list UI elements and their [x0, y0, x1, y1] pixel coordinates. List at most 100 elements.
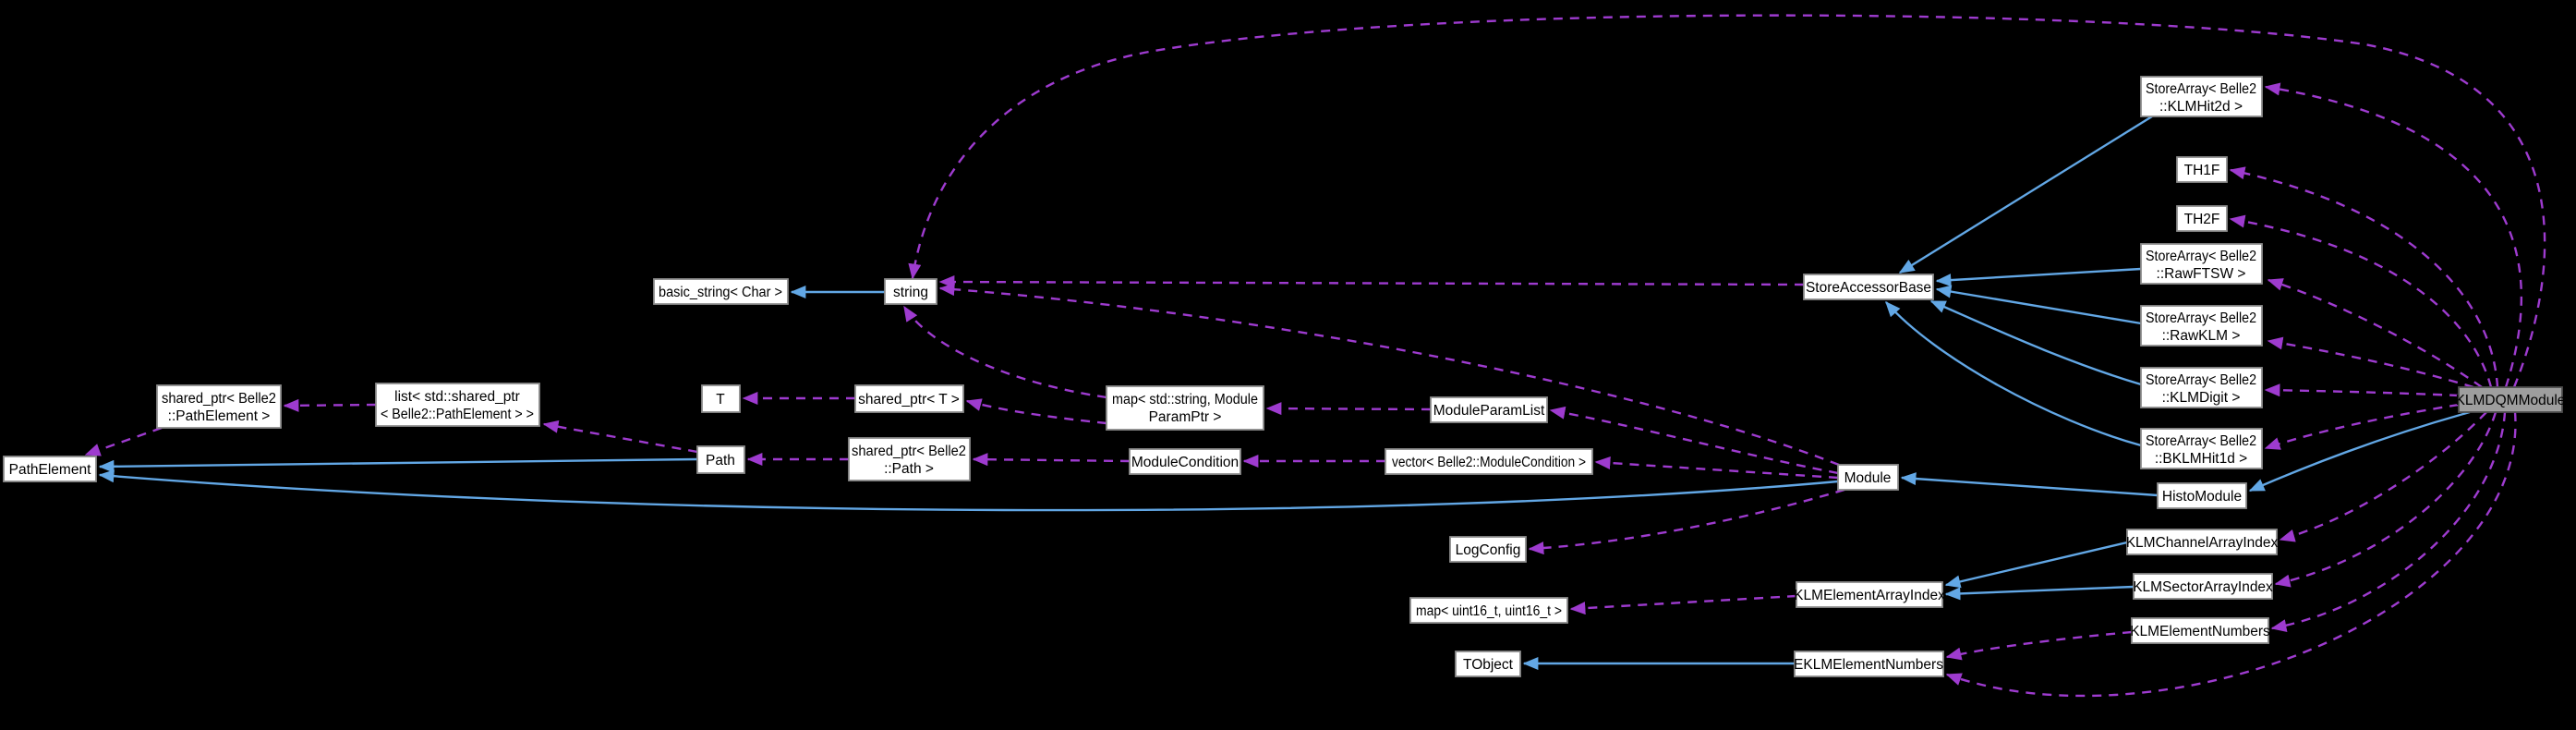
node-klmelementnumbers[interactable]: KLMElementNumbers: [2130, 617, 2270, 644]
node-list-shared-ptr-pathelement-line2: < Belle2::PathElement > >: [381, 407, 534, 422]
edge-klmdqmmodule-to-histomodule: [2248, 410, 2471, 493]
edge-storearray-bklmhit1d-to-storeaccessorbase: [1885, 300, 2142, 447]
node-t[interactable]: T: [701, 384, 741, 413]
node-map-string-moduleparamptr[interactable]: map< std::string, Module ParamPtr >: [1106, 385, 1264, 431]
node-storearray-rawftsw[interactable]: StoreArray< Belle2 ::RawFTSW >: [2140, 243, 2263, 285]
node-klmelementarrayindex-box: [1796, 581, 1943, 608]
node-basic-string[interactable]: basic_string< Char >: [653, 278, 789, 305]
edge-histomodule-to-module: [1900, 472, 2159, 497]
node-vector-modulecondition[interactable]: vector< Belle2::ModuleCondition >: [1385, 448, 1593, 475]
node-storearray-bklmhit1d[interactable]: StoreArray< Belle2 ::BKLMHit1d >: [2140, 428, 2263, 469]
edge-klmdqmmodule-to-th1f: [2229, 166, 2499, 388]
node-th2f[interactable]: TH2F: [2176, 205, 2228, 232]
node-path[interactable]: Path: [696, 445, 745, 474]
node-logconfig-box: [1449, 536, 1527, 563]
node-shared-ptr-path-box: [848, 437, 971, 481]
node-pathelement[interactable]: PathElement: [3, 456, 97, 482]
node-histomodule[interactable]: HistoModule: [2157, 482, 2247, 509]
edge-module-to-vector-modulecondition: [1594, 456, 1839, 480]
node-klmelementarrayindex-label: KLMElementArrayIndex: [1794, 588, 1945, 603]
node-pathelement-label: PathElement: [9, 462, 91, 478]
node-shared-ptr-pathelement-line1: shared_ptr< Belle2: [162, 391, 276, 407]
edge-modulecondition-to-shared-ptr-path: [972, 453, 1131, 467]
node-storearray-klmhit2d-box: [2140, 76, 2263, 117]
edge-klmdqmmodule-to-eklmelementnumbers: [1945, 411, 2517, 698]
node-shared-ptr-pathelement[interactable]: shared_ptr< Belle2 ::PathElement >: [156, 384, 282, 429]
node-th2f-label: TH2F: [2184, 212, 2220, 227]
node-klmdqmmodule[interactable]: KLMDQMModule: [2456, 386, 2566, 413]
node-shared-ptr-path-line2: ::Path >: [884, 461, 934, 477]
node-storearray-rawklm[interactable]: StoreArray< Belle2 ::RawKLM >: [2140, 305, 2263, 347]
edge-list-to-shared-ptr-pathelement: [283, 398, 377, 412]
node-klmdqmmodule-label: KLMDQMModule: [2456, 393, 2566, 408]
edge-map-moduleparamptr-to-shared-ptr-t: [965, 398, 1107, 425]
node-path-box: [696, 445, 745, 474]
node-storearray-rawftsw-box: [2140, 243, 2263, 285]
node-shared-ptr-path[interactable]: shared_ptr< Belle2 ::Path >: [848, 437, 971, 481]
edge-klmdqmmodule-to-th2f: [2229, 214, 2493, 388]
node-basic-string-box: [653, 278, 789, 305]
node-klmsectorarrayindex-box: [2133, 573, 2273, 600]
node-klmchannelarrayindex[interactable]: KLMChannelArrayIndex: [2126, 529, 2279, 555]
node-map-uint16-label: map< uint16_t, uint16_t >: [1416, 603, 1562, 619]
node-storearray-rawftsw-line1: StoreArray< Belle2: [2146, 249, 2256, 264]
node-t-label: T: [716, 392, 725, 408]
node-module-label: Module: [1844, 470, 1892, 486]
edge-klmdqmmodule-to-klmelementnumbers: [2270, 411, 2507, 633]
node-klmelementnumbers-label: KLMElementNumbers: [2130, 624, 2270, 639]
node-storearray-klmdigit-line1: StoreArray< Belle2: [2146, 372, 2256, 388]
node-vector-modulecondition-label: vector< Belle2::ModuleCondition >: [1392, 455, 1586, 470]
edge-storearray-rawftsw-to-storeaccessorbase: [1935, 267, 2142, 287]
node-shared-ptr-t-box: [854, 384, 964, 413]
edge-klmdqmmodule-to-storearray-rawklm: [2267, 336, 2474, 389]
node-map-uint16-box: [1409, 597, 1568, 624]
node-shared-ptr-t[interactable]: shared_ptr< T >: [854, 384, 964, 413]
inheritance-edges: [98, 115, 2471, 670]
node-klmelementarrayindex[interactable]: KLMElementArrayIndex: [1794, 581, 1945, 608]
node-storeaccessorbase[interactable]: StoreAccessorBase: [1803, 274, 1934, 300]
node-storeaccessorbase-box: [1803, 274, 1934, 300]
node-klmelementnumbers-box: [2131, 617, 2269, 644]
node-map-string-moduleparamptr-line1: map< std::string, Module: [1112, 392, 1258, 408]
node-modulecondition[interactable]: ModuleCondition: [1129, 448, 1241, 475]
node-storeaccessorbase-label: StoreAccessorBase: [1806, 280, 1931, 296]
node-map-string-moduleparamptr-line2: ParamPtr >: [1149, 409, 1222, 425]
node-logconfig[interactable]: LogConfig: [1449, 536, 1527, 563]
node-klmsectorarrayindex-label: KLMSectorArrayIndex: [2133, 579, 2273, 595]
node-histomodule-label: HistoModule: [2162, 489, 2242, 505]
node-string[interactable]: string: [884, 278, 937, 305]
node-map-uint16[interactable]: map< uint16_t, uint16_t >: [1409, 597, 1568, 624]
node-map-string-moduleparamptr-box: [1106, 385, 1264, 431]
edge-klmdqmmodule-to-storearray-bklmhit1d: [2264, 403, 2460, 450]
node-eklmelementnumbers-label: EKLMElementNumbers: [1794, 657, 1943, 673]
node-moduleparamlist[interactable]: ModuleParamList: [1430, 396, 1548, 423]
node-list-shared-ptr-pathelement[interactable]: list< std::shared_ptr < Belle2::PathElem…: [375, 383, 540, 427]
node-storearray-rawklm-box: [2140, 305, 2263, 347]
node-storearray-klmhit2d[interactable]: StoreArray< Belle2 ::KLMHit2d >: [2140, 76, 2263, 117]
node-shared-ptr-pathelement-line2: ::PathElement >: [168, 408, 271, 424]
node-tobject-label: TObject: [1463, 657, 1514, 673]
node-storearray-klmdigit[interactable]: StoreArray< Belle2 ::KLMDigit >: [2140, 367, 2263, 408]
node-module[interactable]: Module: [1837, 464, 1899, 491]
node-tobject[interactable]: TObject: [1455, 651, 1521, 677]
node-th1f[interactable]: TH1F: [2176, 156, 2228, 183]
node-t-box: [701, 384, 741, 413]
node-shared-ptr-t-label: shared_ptr< T >: [858, 392, 960, 408]
edge-shared-ptr-pathelement-to-pathelement: [84, 426, 163, 456]
node-tobject-box: [1455, 651, 1521, 677]
node-string-box: [884, 278, 937, 305]
edge-klmchannelarrayindex-to-klmelementarrayindex: [1944, 541, 2128, 589]
node-klmsectorarrayindex[interactable]: KLMSectorArrayIndex: [2133, 573, 2273, 600]
edge-klmdqmmodule-to-klmsectorarrayindex: [2274, 411, 2497, 588]
node-th1f-label: TH1F: [2184, 163, 2220, 178]
edge-storeaccessorbase-to-string: [938, 275, 1805, 289]
node-th2f-box: [2176, 205, 2228, 232]
edge-storearray-klmhit2d-to-storeaccessorbase: [1898, 115, 2153, 274]
node-list-shared-ptr-pathelement-line1: list< std::shared_ptr: [394, 389, 520, 405]
edge-klmdqmmodule-to-storearray-klmhit2d: [2264, 82, 2523, 388]
node-logconfig-label: LogConfig: [1456, 542, 1521, 558]
node-eklmelementnumbers[interactable]: EKLMElementNumbers: [1794, 651, 1944, 677]
node-storearray-rawklm-line2: ::RawKLM >: [2162, 328, 2241, 344]
edge-module-to-moduleparamlist: [1549, 406, 1839, 475]
